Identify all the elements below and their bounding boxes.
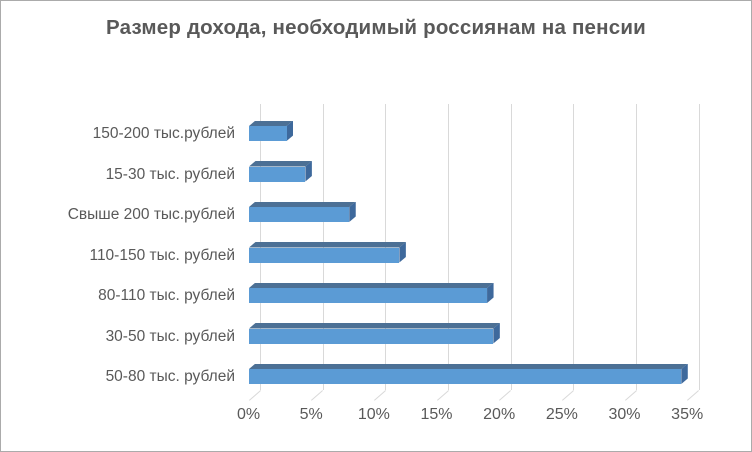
bar-top-face: [249, 161, 312, 167]
x-axis-tick-label: 30%: [608, 406, 641, 423]
axis-tick: [687, 390, 700, 401]
gridline: [636, 104, 638, 390]
category-label: 150-200 тыс.рублей: [92, 125, 235, 142]
chart-title: Размер дохода, необходимый россиянам на …: [106, 16, 646, 39]
bar: [249, 369, 682, 384]
category-label: 110-150 тыс. рублей: [89, 246, 235, 264]
x-axis-tick-label: 25%: [545, 406, 578, 423]
bar-top-face: [249, 242, 406, 248]
category-label: 50-80 тыс. рублей: [105, 368, 235, 385]
bar: [249, 126, 287, 141]
bar-side-face: [493, 323, 500, 344]
x-axis-tick-label: 10%: [357, 406, 390, 423]
category-label: Свыше 200 тыс.рублей: [67, 206, 235, 223]
bar-top-face: [249, 364, 688, 370]
x-axis-tick-label: 5%: [299, 406, 323, 423]
bar-top-face: [249, 323, 500, 329]
bar: [249, 288, 488, 303]
bar-side-face: [399, 242, 406, 263]
bar-top-face: [249, 121, 293, 127]
bar-side-face: [286, 120, 294, 141]
category-label: 30-50 тыс. рублей: [105, 327, 235, 345]
gridline: [510, 104, 512, 390]
x-axis-tick-label: 20%: [483, 406, 516, 423]
gridline: [448, 104, 449, 390]
bar-top-face: [249, 202, 356, 208]
axis-tick: [248, 390, 261, 401]
axis-tick: [436, 390, 449, 401]
category-label: 15-30 тыс. рублей: [105, 165, 235, 183]
bar: [249, 207, 350, 222]
axis-tick: [624, 390, 637, 401]
bar: [249, 166, 306, 182]
x-axis-tick-label: 15%: [420, 406, 453, 423]
bar-side-face: [681, 363, 688, 384]
axis-tick: [561, 390, 575, 401]
gridline: [698, 104, 700, 390]
bar-top-face: [249, 283, 494, 289]
bar-side-face: [305, 161, 312, 182]
bar: [249, 328, 494, 344]
category-label: 80-110 тыс. рублей: [98, 287, 235, 304]
x-axis-tick-label: 35%: [671, 406, 704, 423]
bar-side-face: [487, 282, 494, 303]
gridline: [573, 104, 575, 390]
x-axis-tick-label: 0%: [236, 406, 261, 423]
bar-side-face: [349, 201, 356, 222]
axis-tick: [499, 390, 512, 401]
axis-tick: [311, 390, 324, 401]
bar: [249, 247, 400, 263]
axis-tick: [373, 390, 387, 401]
